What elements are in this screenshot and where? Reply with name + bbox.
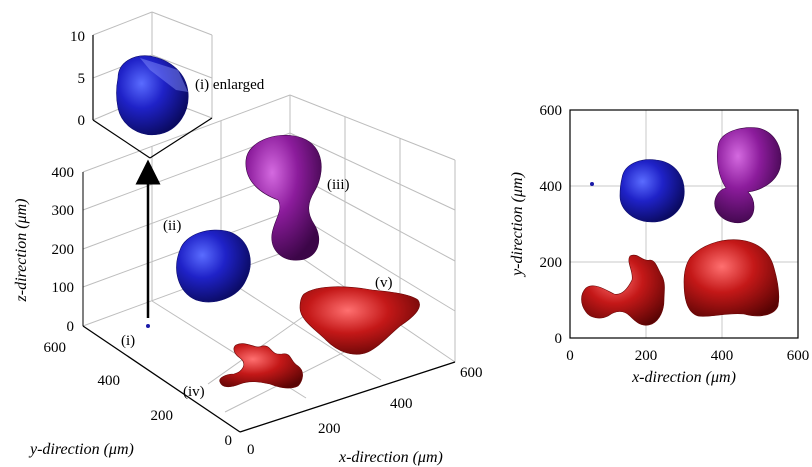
- inset-enlarged: 10 5 0 (i) enlarged: [70, 11, 265, 159]
- particle-v-label: (v): [375, 275, 393, 291]
- x-axis-3d: 0 200 400 600 x-direction (μm): [247, 365, 483, 466]
- inset-tick-5: 5: [78, 71, 86, 87]
- x-tick-0: 0: [247, 442, 255, 458]
- x-axis-label-3d: x-direction (μm): [338, 449, 443, 466]
- z-tick-0: 0: [67, 319, 75, 335]
- inset-tick-0: 0: [78, 113, 86, 129]
- r-y-tick-400: 400: [540, 179, 563, 195]
- r-y-tick-600: 600: [540, 103, 563, 119]
- particle-ii-label: (ii): [163, 218, 181, 234]
- topview-particle-i: [590, 182, 594, 186]
- y-tick-200: 200: [151, 408, 174, 424]
- y-tick-400: 400: [98, 373, 121, 389]
- left-3d-panel: 0 100 200 300 400 z-direction (μm) 600 4…: [13, 11, 483, 466]
- x-tick-600: 600: [460, 365, 483, 381]
- floor-axes: [82, 325, 456, 433]
- r-y-tick-0: 0: [555, 331, 563, 347]
- particle-iii-label: (iii): [327, 177, 350, 193]
- z-tick-100: 100: [52, 280, 75, 296]
- particle-v: [299, 286, 420, 355]
- r-x-tick-0: 0: [566, 348, 574, 364]
- inset-particle: [116, 55, 189, 136]
- r-x-tick-200: 200: [635, 348, 658, 364]
- y-tick-600: 600: [44, 340, 67, 356]
- plot-frame: [569, 109, 799, 339]
- particle-ii: [176, 229, 251, 303]
- z-axis: 0 100 200 300 400 z-direction (μm): [13, 165, 84, 335]
- r-x-tick-400: 400: [711, 348, 734, 364]
- r-y-axis-label: y-direction (μm): [509, 172, 526, 278]
- right-2d-panel: 0 200 400 600 y-direction (μm) 0 200 400…: [509, 103, 809, 386]
- topview-particle-iii: [714, 127, 782, 223]
- y-tick-0: 0: [225, 433, 233, 449]
- particle-iii: [245, 134, 322, 261]
- z-tick-300: 300: [52, 203, 75, 219]
- inset-tick-10: 10: [70, 29, 85, 45]
- y-axis-3d: 600 400 200 0 y-direction (μm): [28, 340, 232, 458]
- z-tick-200: 200: [52, 242, 75, 258]
- x-tick-400: 400: [390, 396, 413, 412]
- r-y-tick-200: 200: [540, 255, 563, 271]
- z-axis-label: z-direction (μm): [13, 199, 30, 303]
- z-tick-400: 400: [52, 165, 75, 181]
- inset-label: (i) enlarged: [195, 77, 265, 93]
- topview-particle-ii: [619, 159, 685, 223]
- particle-i: [146, 324, 150, 328]
- topview-particle-v: [683, 239, 780, 317]
- x-tick-200: 200: [318, 421, 341, 437]
- particle-iv-label: (iv): [183, 384, 205, 400]
- y-axis-label-3d: y-direction (μm): [28, 441, 134, 458]
- particle-i-label: (i): [121, 333, 135, 349]
- r-x-tick-600: 600: [787, 348, 810, 364]
- r-x-axis-label: x-direction (μm): [631, 369, 736, 386]
- topview-particle-iv: [581, 254, 665, 326]
- particle-iv: [219, 343, 303, 389]
